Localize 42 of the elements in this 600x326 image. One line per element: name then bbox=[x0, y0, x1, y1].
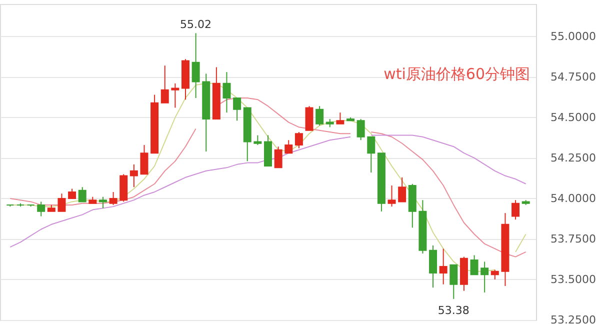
annotation: 53.38 bbox=[438, 304, 470, 317]
candlestick bbox=[470, 254, 478, 276]
candlestick bbox=[490, 269, 499, 280]
candlestick bbox=[284, 140, 293, 154]
candlestick bbox=[316, 106, 324, 126]
candlestick bbox=[98, 196, 107, 209]
candlestick bbox=[398, 176, 406, 202]
y-tick-label: 54.0000 bbox=[550, 192, 596, 205]
candlestick bbox=[388, 184, 396, 208]
candlestick bbox=[254, 134, 262, 146]
candlestick bbox=[233, 97, 242, 122]
candlestick bbox=[37, 201, 46, 217]
candlestick bbox=[58, 193, 66, 212]
annotation: 55.02 bbox=[180, 18, 212, 32]
candlestick bbox=[367, 136, 376, 174]
y-tick-label: 54.2500 bbox=[550, 151, 596, 164]
y-tick-label: 53.2500 bbox=[550, 314, 596, 326]
candlestick bbox=[356, 118, 365, 141]
candlestick bbox=[130, 164, 138, 188]
candlestick bbox=[450, 264, 458, 300]
candlestick bbox=[512, 200, 520, 220]
y-tick-label: 55.0000 bbox=[550, 30, 596, 43]
y-tick-label: 54.7500 bbox=[550, 70, 596, 84]
candlestick bbox=[109, 191, 118, 206]
candlestick bbox=[274, 146, 282, 168]
candlestick bbox=[192, 32, 200, 98]
candlestick bbox=[305, 106, 314, 131]
candlestick bbox=[68, 188, 76, 199]
y-tick-label: 53.5000 bbox=[550, 272, 596, 286]
candlestick bbox=[480, 261, 489, 293]
y-tick-label: 54.5000 bbox=[550, 110, 596, 124]
candlestick bbox=[171, 82, 180, 108]
candlestick bbox=[160, 65, 169, 104]
candlestick bbox=[140, 144, 148, 175]
candlestick bbox=[222, 72, 231, 114]
text: wti原油价格60分钟图 bbox=[384, 65, 530, 83]
candlestick bbox=[294, 132, 303, 149]
candlestick bbox=[439, 248, 448, 285]
candlestick bbox=[336, 112, 344, 124]
candlestick bbox=[429, 244, 438, 288]
y-tick-label: 53.7500 bbox=[550, 232, 596, 246]
candlestick bbox=[78, 186, 86, 202]
